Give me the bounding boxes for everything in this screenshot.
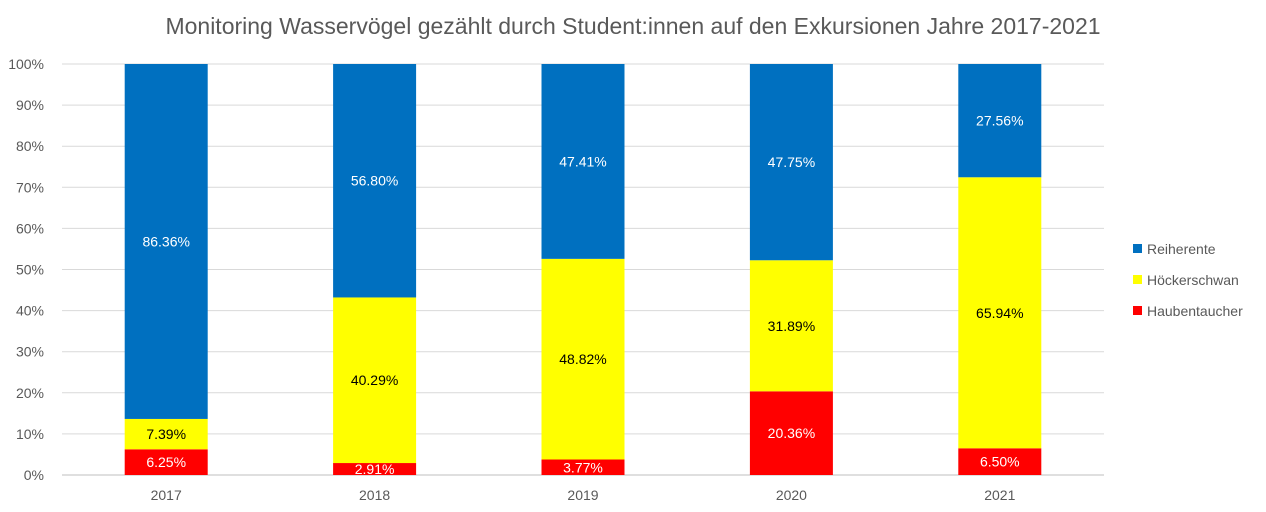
bar-segment bbox=[749, 260, 833, 392]
y-tick-label: 100% bbox=[8, 56, 44, 72]
data-label: 6.25% bbox=[146, 454, 186, 470]
bar-segment bbox=[124, 449, 208, 475]
x-tick-label: 2017 bbox=[151, 487, 182, 503]
y-tick-label: 40% bbox=[16, 303, 44, 319]
data-label: 3.77% bbox=[563, 459, 603, 475]
legend-swatch bbox=[1133, 275, 1142, 284]
legend-entry: Haubentaucher bbox=[1147, 303, 1243, 319]
y-tick-label: 10% bbox=[16, 426, 44, 442]
data-label: 27.56% bbox=[976, 113, 1023, 129]
legend-entry: Reiherente bbox=[1147, 241, 1216, 257]
data-label: 7.39% bbox=[146, 426, 186, 442]
x-tick-label: 2018 bbox=[359, 487, 390, 503]
bar-segment bbox=[749, 391, 833, 475]
data-label: 20.36% bbox=[768, 425, 815, 441]
y-tick-label: 30% bbox=[16, 344, 44, 360]
data-label: 2.91% bbox=[355, 461, 395, 477]
bar-segment bbox=[541, 64, 625, 259]
bar-segment bbox=[124, 64, 208, 419]
data-label: 40.29% bbox=[351, 372, 398, 388]
bar-segment bbox=[333, 463, 417, 475]
y-tick-label: 50% bbox=[16, 262, 44, 278]
x-tick-label: 2020 bbox=[776, 487, 807, 503]
legend-swatch bbox=[1133, 306, 1142, 315]
y-tick-label: 80% bbox=[16, 138, 44, 154]
data-label: 47.75% bbox=[768, 154, 815, 170]
x-tick-label: 2021 bbox=[984, 487, 1015, 503]
axes: 0% 10% 20% 30% 40% 50% 60% 70% 80% 90% 100% 2017 201… bbox=[8, 56, 1015, 503]
legend: Reiherente Höckerschwan Haubentaucher bbox=[1133, 241, 1243, 319]
data-label: 48.82% bbox=[559, 351, 606, 367]
bar-segment bbox=[749, 64, 833, 261]
y-tick-label: 60% bbox=[16, 220, 44, 236]
bar-segment bbox=[541, 459, 625, 475]
bar-segment bbox=[958, 64, 1042, 178]
bar-segment bbox=[333, 297, 417, 464]
legend-swatch bbox=[1133, 244, 1142, 253]
x-tick-label: 2019 bbox=[567, 487, 598, 503]
data-label: 56.80% bbox=[351, 173, 398, 189]
y-tick-label: 20% bbox=[16, 385, 44, 401]
data-label: 86.36% bbox=[142, 233, 189, 249]
y-tick-label: 0% bbox=[24, 467, 44, 483]
bar-segment bbox=[958, 448, 1042, 475]
y-tick-label: 70% bbox=[16, 179, 44, 195]
legend-entry: Höckerschwan bbox=[1147, 272, 1239, 288]
bars bbox=[124, 64, 1042, 475]
data-label: 6.50% bbox=[980, 454, 1020, 470]
data-label: 65.94% bbox=[976, 305, 1023, 321]
chart-title: Monitoring Wasservögel gezählt durch Stu… bbox=[165, 13, 1100, 39]
data-label: 31.89% bbox=[768, 318, 815, 334]
data-label: 47.41% bbox=[559, 153, 606, 169]
bar-segment bbox=[958, 177, 1042, 449]
bar-segment bbox=[541, 258, 625, 460]
bar-segment bbox=[333, 64, 417, 298]
data-labels: 6.25% 7.39% 86.36% 2.91% 40.29% 56.80% 3.77% 48… bbox=[142, 113, 1023, 477]
bar-segment bbox=[124, 418, 208, 450]
y-tick-label: 90% bbox=[16, 97, 44, 113]
